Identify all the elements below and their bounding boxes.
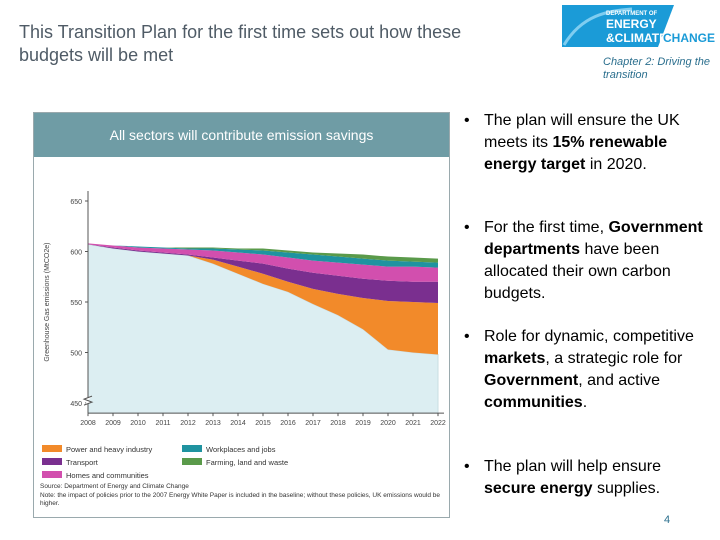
chart-panel: All sectors will contribute emission sav…: [33, 112, 450, 518]
logo-text: ENERGY: [606, 17, 657, 31]
y-tick-label: 550: [70, 300, 82, 307]
logo: DEPARTMENT OF ENERGY &CLIMATE CHANGE: [562, 5, 715, 47]
x-tick-label: 2010: [130, 420, 146, 427]
bullet-text: The plan will ensure the UK meets its: [484, 112, 680, 151]
y-axis-label: Greenhouse Gas emissions (MtCO2e): [44, 243, 51, 362]
legend-swatch: [182, 445, 202, 452]
y-tick-label: 650: [70, 199, 82, 206]
legend-swatch: [42, 445, 62, 452]
page-number: 4: [664, 514, 671, 526]
bullet: Role for dynamic, competitive markets, a…: [462, 326, 712, 414]
legend-swatch: [182, 458, 202, 465]
logo-text: CHANGE: [663, 31, 715, 45]
note: Note: the impact of policies prior to th…: [40, 492, 440, 507]
bullet-text: have been allocated their own carbon bud…: [484, 241, 671, 302]
bullet-text: Government departments: [484, 219, 703, 258]
legend-label: Farming, land and waste: [206, 458, 288, 467]
bullet-text: The plan will help ensure: [484, 458, 661, 475]
x-tick-label: 2013: [205, 420, 221, 427]
y-tick-label: 450: [70, 401, 82, 408]
x-tick-label: 2012: [180, 420, 196, 427]
legend-swatch: [42, 471, 62, 478]
chapter-label: Chapter 2: Driving the transition: [603, 56, 710, 81]
x-tick-label: 2011: [155, 420, 170, 427]
bullet-text: communities: [484, 394, 583, 411]
x-tick-label: 2020: [380, 420, 396, 427]
legend-label: Power and heavy industry: [66, 445, 153, 454]
logo-text: &CLIMATE: [606, 31, 667, 45]
bullet-text: , and active: [578, 372, 661, 389]
x-tick-label: 2017: [305, 420, 321, 427]
legend-label: Workplaces and jobs: [206, 445, 276, 454]
x-tick-label: 2022: [430, 420, 446, 427]
x-tick-label: 2015: [255, 420, 271, 427]
bullet-text: markets: [484, 350, 546, 367]
x-tick-label: 2016: [280, 420, 296, 427]
x-tick-label: 2008: [80, 420, 96, 427]
bullet: The plan will help ensure secure energy …: [462, 456, 712, 500]
legend-label: Homes and communities: [66, 471, 149, 480]
bullet-text: For the first time,: [484, 219, 609, 236]
chart: 450 500 550 600 650 Greenhouse Gas emissions …: [40, 191, 446, 507]
legend-swatch: [42, 458, 62, 465]
area: [88, 244, 438, 304]
x-tick-label: 2021: [405, 420, 421, 427]
axis-break: [82, 395, 94, 406]
x-tick-label: 2018: [330, 420, 346, 427]
x-tick-label: 2009: [105, 420, 121, 427]
y-tick-label: 600: [70, 250, 82, 257]
bullet-text: Government: [484, 372, 579, 389]
bullet-text: secure energy: [484, 480, 593, 497]
bullet-text: 15% renewable energy target: [484, 134, 668, 173]
x-tick-label: 2019: [355, 420, 371, 427]
bullet-text: supplies.: [592, 480, 661, 497]
bullet-text: , a strategic role for: [545, 350, 683, 367]
bullet-text: .: [582, 394, 588, 411]
logo-text: DEPARTMENT OF: [606, 11, 658, 17]
legend-label: Transport: [66, 458, 99, 467]
area: [88, 243, 438, 263]
y-tick-label: 500: [70, 351, 82, 358]
area: [88, 243, 438, 268]
note-box: Note: the impact of policies prior to th…: [40, 492, 440, 507]
bullet-text: in 2020.: [585, 156, 647, 173]
area: [88, 243, 438, 282]
bullet-text: Role for dynamic, competitive: [484, 328, 694, 345]
panel-heading: All sectors will contribute emission sav…: [34, 113, 449, 158]
bullet: The plan will ensure the UK meets its 15…: [462, 110, 712, 176]
x-tick-label: 2014: [230, 420, 246, 427]
slide-title: This Transition Plan for the first time …: [19, 22, 462, 65]
area: [88, 244, 438, 355]
bullet: For the first time, Government departmen…: [462, 217, 712, 305]
source: Source: Department of Energy and Climate…: [40, 483, 189, 490]
